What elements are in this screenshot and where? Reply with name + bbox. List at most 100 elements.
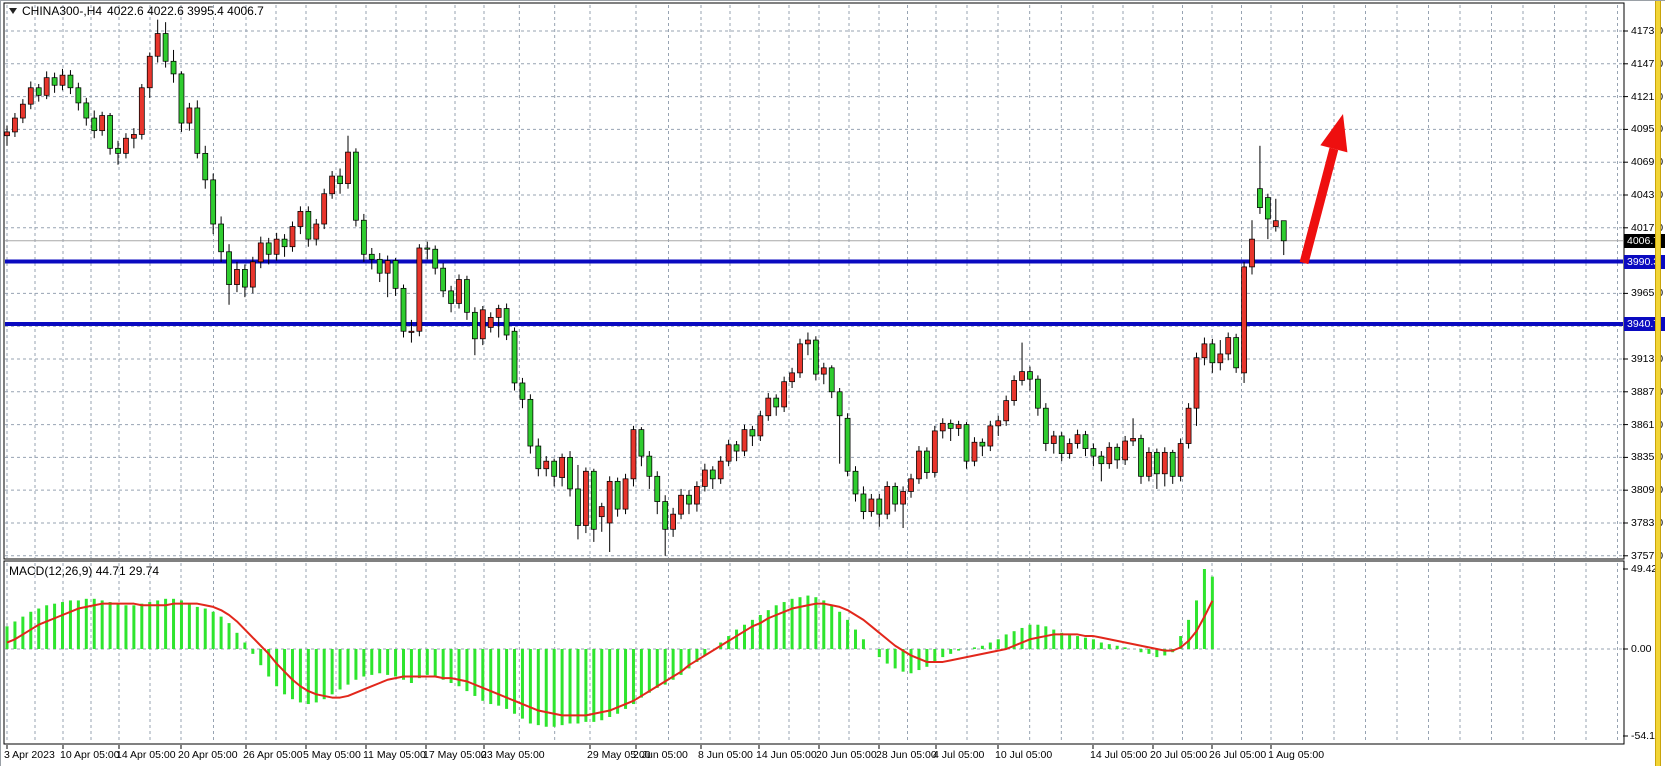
time-axis-label: 5 May 05:00 [303, 749, 361, 761]
candle-body [916, 450, 922, 480]
candle-body [1146, 451, 1152, 477]
highlight-stripe [1655, 1, 1661, 766]
candle-body [662, 501, 669, 530]
candle-body [876, 498, 883, 515]
candle-body [701, 469, 708, 487]
candle-body [416, 247, 423, 332]
candle-body [947, 422, 954, 429]
candle-body [321, 193, 328, 225]
macd-axis-label: -54.17 [1631, 730, 1661, 742]
candle-body [797, 343, 803, 374]
candle-body [1185, 407, 1192, 444]
candle-body [820, 367, 827, 375]
candle-body [432, 248, 439, 269]
time-axis-label: 26 Apr 05:00 [243, 749, 303, 761]
candle-body [424, 247, 431, 250]
candle-body [1169, 451, 1176, 477]
candle-body [91, 117, 98, 132]
candle-body [559, 457, 565, 478]
candle-body [186, 107, 193, 124]
candle-body [1082, 434, 1089, 449]
candle-body [583, 470, 589, 526]
candle-body [146, 55, 153, 89]
macd-signal-line [6, 600, 1214, 717]
candle-body [202, 152, 209, 181]
candle-body [503, 308, 510, 336]
candle-body [1130, 438, 1136, 442]
candle-body [575, 488, 581, 526]
candle-body [908, 478, 914, 492]
candle-body [265, 242, 272, 255]
candle-body [384, 260, 391, 274]
symbol-title: CHINA300-,H4 4022.6 4022.6 3995.4 4006.7 [9, 4, 264, 18]
chevron-down-icon[interactable] [9, 8, 17, 14]
candle-body [67, 74, 74, 89]
time-axis-label: 14 Jul 05:00 [1090, 749, 1148, 761]
candle-body [1122, 440, 1129, 461]
candle-body [678, 494, 684, 515]
candle-body [694, 486, 700, 505]
candle-body [1066, 443, 1073, 454]
candle-body [242, 269, 248, 288]
candle-body [1225, 337, 1232, 355]
candle-body [12, 117, 18, 133]
candle-body [812, 339, 819, 375]
resistance-price-badge: 3990.3 [1624, 255, 1665, 269]
time-axis-label: 20 Jun 05:00 [816, 749, 877, 761]
candle-body [115, 147, 121, 154]
candle-body [1090, 448, 1097, 457]
candle-body [471, 311, 478, 340]
candle-body [234, 269, 240, 285]
candle-body [614, 480, 621, 510]
current-price-badge: 4006.7 [1624, 234, 1665, 248]
trend-arrow-head[interactable] [1320, 114, 1348, 153]
candle-body [789, 372, 795, 383]
candle-body [487, 316, 494, 328]
candle-body [1264, 197, 1271, 220]
candle-body [590, 470, 597, 530]
time-axis-label: 23 May 05:00 [481, 749, 545, 761]
candle-body [868, 498, 875, 513]
candle-body [1280, 220, 1287, 242]
candle-body [1272, 220, 1279, 227]
candle-body [1019, 371, 1025, 381]
time-axis-label: 29 May 05:00 [587, 749, 651, 761]
macd-axis-label: 49.42 [1631, 563, 1658, 575]
candle-body [963, 424, 970, 462]
candle-body [257, 242, 264, 263]
candle-body [75, 87, 82, 104]
time-axis-label: 14 Jun 05:00 [756, 749, 817, 761]
time-axis-label: 3 Apr 2023 [4, 749, 55, 761]
candle-body [654, 475, 661, 502]
candle-body [392, 260, 399, 289]
candle-body [836, 391, 843, 417]
candle-body [1249, 238, 1255, 268]
candle-body [479, 309, 486, 340]
candle-body [535, 445, 542, 470]
candle-body [924, 450, 930, 473]
time-axis-label: 10 Apr 05:00 [60, 749, 120, 761]
time-axis-label: 1 Aug 05:00 [1268, 749, 1325, 761]
time-axis-label: 26 Jul 05:00 [1209, 749, 1267, 761]
candle-body [709, 469, 716, 480]
candle-body [448, 290, 454, 304]
candle-body [1074, 434, 1081, 444]
candle-body [1011, 380, 1017, 401]
candle-body [860, 493, 867, 513]
candle-body [138, 87, 145, 135]
macd-axis-label: 0.00 [1631, 643, 1652, 655]
trend-arrow-shaft[interactable] [1299, 147, 1339, 265]
candle-body [83, 102, 90, 119]
candle-body [1153, 451, 1160, 475]
candle-body [345, 151, 351, 185]
time-axis-label: 2 Jun 05:00 [633, 749, 688, 761]
candle-body [1042, 407, 1049, 444]
candle-body [733, 444, 740, 452]
candle-body [210, 179, 217, 225]
candle-body [376, 258, 383, 274]
time-axis-label: 10 Jul 05:00 [995, 749, 1053, 761]
candle-body [19, 103, 26, 119]
candle-body [773, 397, 780, 408]
